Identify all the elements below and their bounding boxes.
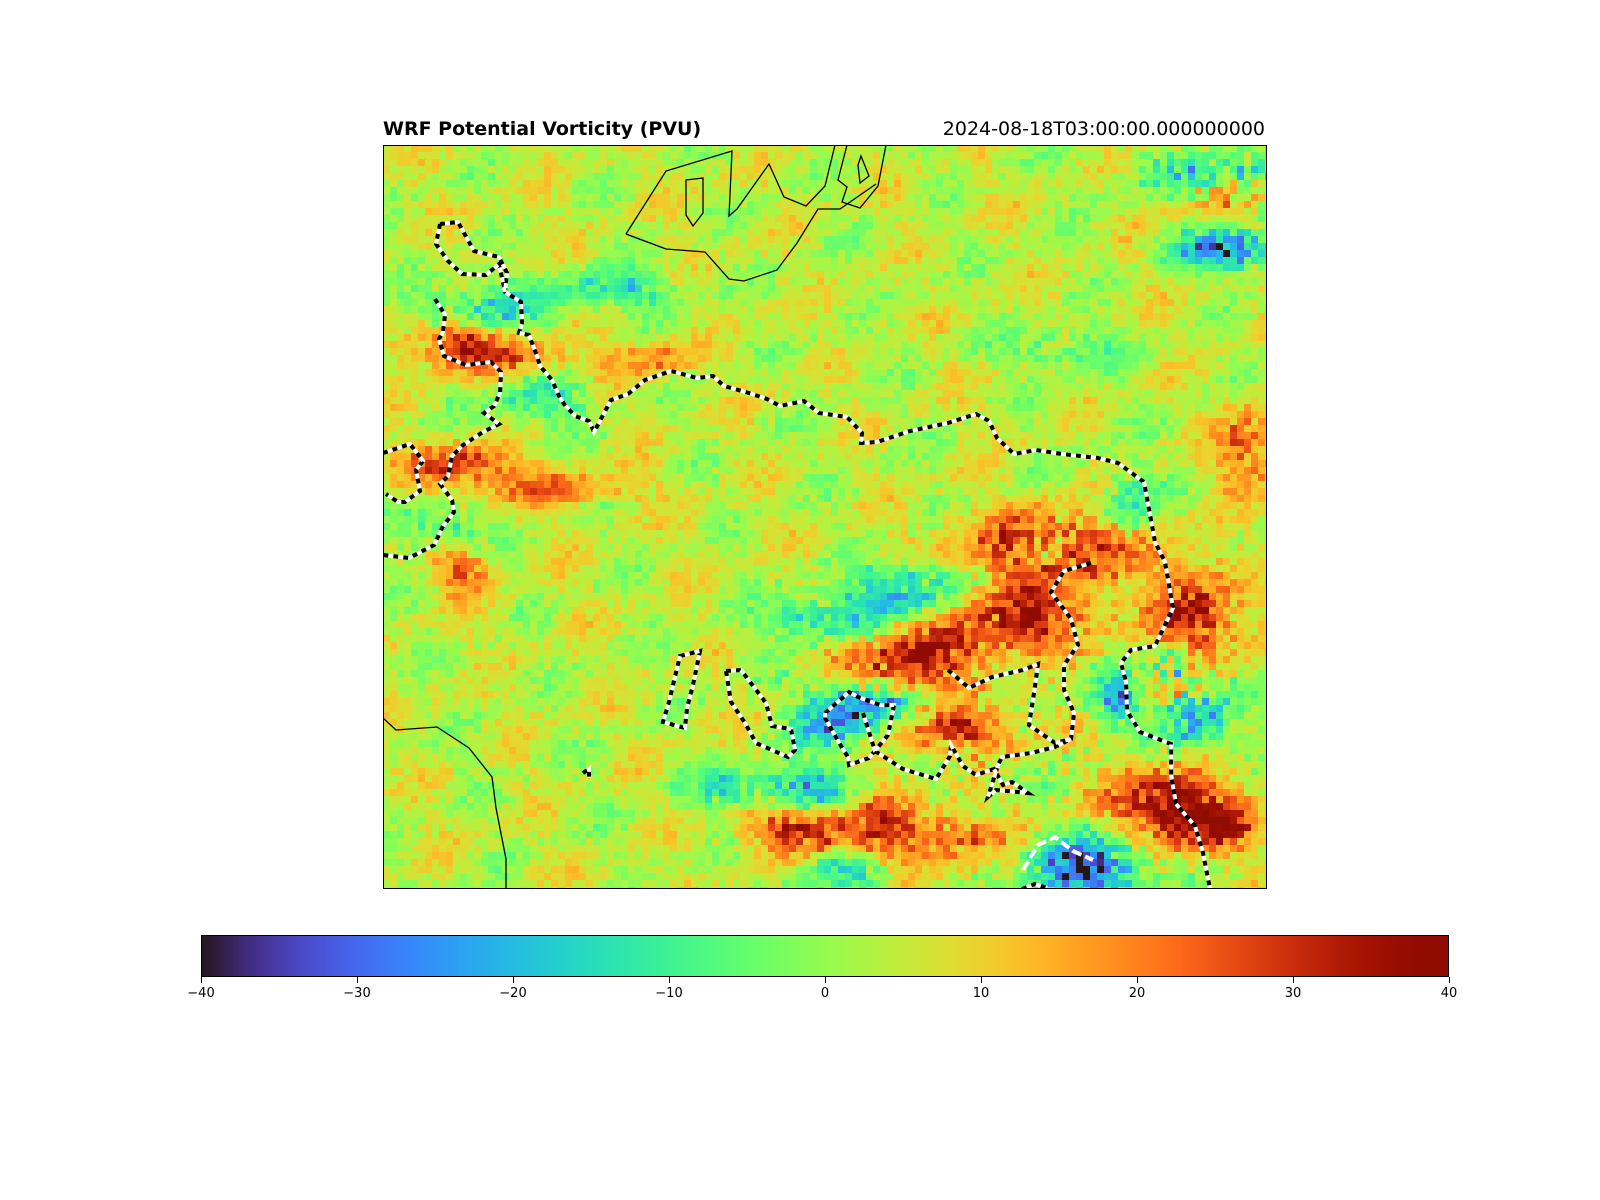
colorbar-tick-label: −20	[499, 986, 527, 1001]
contour-layer	[383, 219, 1212, 889]
colorbar-tick-label: 0	[820, 986, 830, 1001]
contour-main	[439, 219, 1212, 889]
colorbar-tick-label: −30	[343, 986, 371, 1001]
colorbar-ticks: −40 −30 −20 −10 0 10 20 30 40	[187, 977, 1457, 1017]
map-frame	[383, 145, 1267, 889]
map-overlay	[383, 145, 1212, 889]
colorbar	[201, 935, 1449, 977]
colorbar-tick	[1448, 977, 1450, 983]
map-panel	[383, 145, 1267, 889]
colorbar-tick	[668, 977, 670, 983]
map-timestamp: 2024-08-18T03:00:00.000000000	[942, 118, 1265, 140]
colorbar-tick-label: 40	[1440, 986, 1458, 1001]
colorbar-tick-label: −40	[187, 986, 215, 1001]
coastline-north	[625, 145, 887, 282]
colorbar-tick	[824, 977, 826, 983]
colorbar-tick	[512, 977, 514, 983]
colorbar-tick	[1136, 977, 1138, 983]
colorbar-tick	[356, 977, 358, 983]
colorbar-tick	[980, 977, 982, 983]
coastline-southwest	[383, 717, 507, 889]
colorbar-tick	[200, 977, 202, 983]
map-title: WRF Potential Vorticity (PVU)	[383, 118, 702, 140]
island-north	[685, 177, 704, 228]
vorticity-heatmap	[383, 145, 1267, 889]
colorbar-tick-label: −10	[655, 986, 683, 1001]
colorbar-tick-label: 10	[972, 986, 990, 1001]
colorbar-tick-label: 20	[1128, 986, 1146, 1001]
coastline-layer	[383, 145, 887, 889]
colorbar-tick-label: 30	[1284, 986, 1302, 1001]
contour-west-inlet	[383, 223, 507, 561]
colorbar-tick	[1292, 977, 1294, 983]
